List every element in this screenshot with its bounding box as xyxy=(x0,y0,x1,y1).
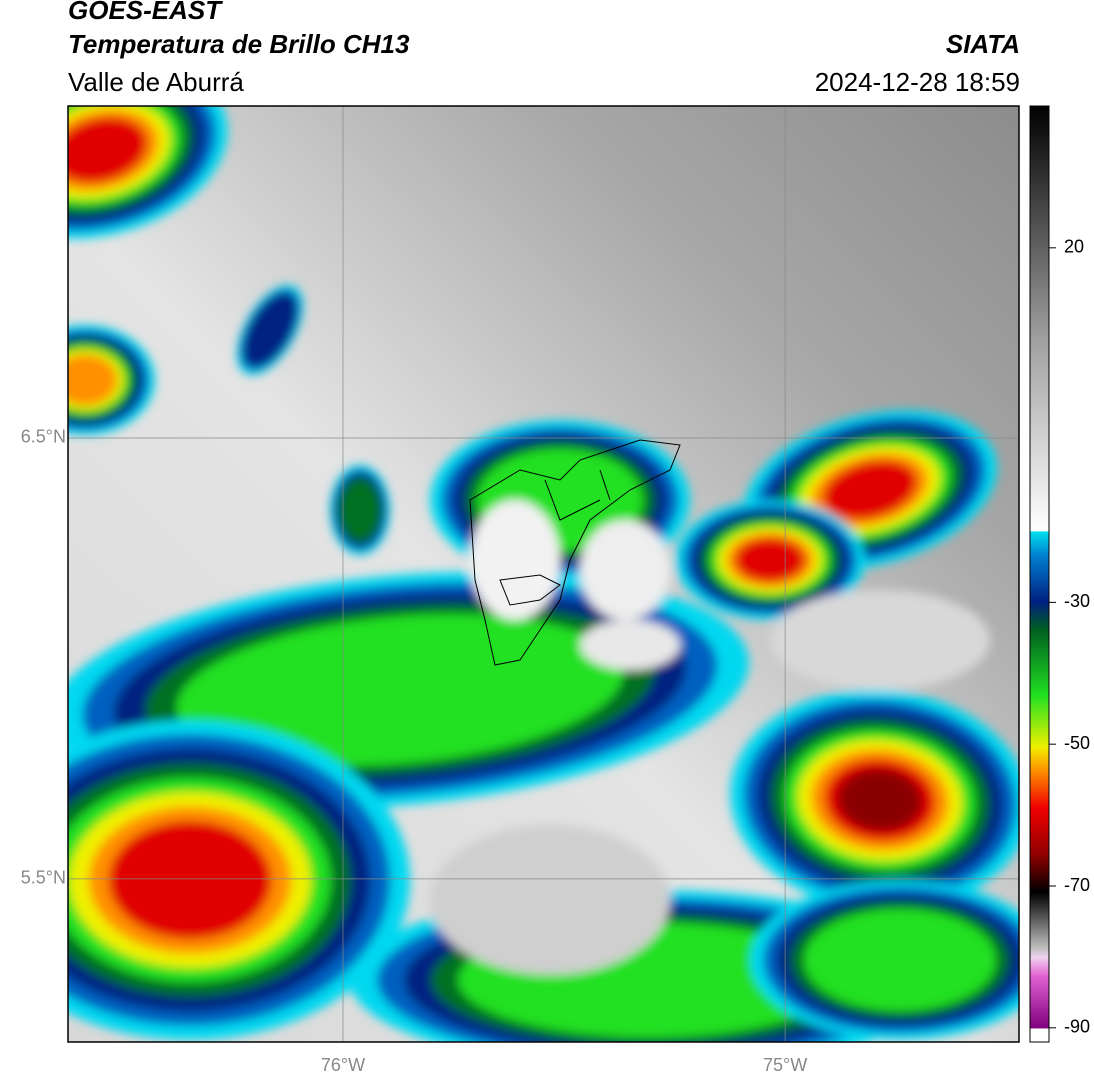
cloud-layer xyxy=(822,460,918,520)
cloud-layer xyxy=(838,769,922,831)
grid xyxy=(68,106,1019,1042)
cloud-layer xyxy=(338,477,382,543)
labels: 76°W 75°W 6.5°N 5.5°N 20 -30 -50 -70 -90 xyxy=(21,237,1090,1075)
boundaries xyxy=(469,439,681,666)
frame xyxy=(67,105,1020,1043)
cloud-layer xyxy=(734,537,806,583)
agency: SIATA xyxy=(946,29,1020,59)
clear-area xyxy=(580,620,680,670)
colorbar-label: -50 xyxy=(1064,733,1090,753)
cloud-layer xyxy=(68,117,148,183)
satellite: GOES-EAST xyxy=(68,0,223,25)
product: Temperatura de Brillo CH13 xyxy=(68,29,410,59)
cloud-layer xyxy=(242,293,298,367)
cloud-field xyxy=(68,106,1019,1042)
cloud-layer xyxy=(176,614,624,766)
colorbar-label: -30 xyxy=(1064,591,1090,611)
clear-area xyxy=(430,825,670,975)
clear-area xyxy=(770,590,990,690)
colorbar-label: -90 xyxy=(1064,1017,1090,1037)
clear-area xyxy=(580,520,670,620)
image xyxy=(68,106,1019,1042)
lon-label: 75°W xyxy=(763,1055,807,1075)
lon-label: 76°W xyxy=(321,1055,365,1075)
lat-label: 5.5°N xyxy=(21,868,66,888)
cloud-layer xyxy=(68,354,118,406)
cloud-layer xyxy=(108,820,272,940)
colorbar-label: 20 xyxy=(1064,237,1084,257)
clear-area xyxy=(470,500,560,620)
cloud-layer xyxy=(804,908,996,1012)
timestamp: 2024-12-28 18:59 xyxy=(815,67,1020,97)
colorbar xyxy=(1029,105,1050,1043)
region: Valle de Aburrá xyxy=(68,67,244,97)
lat-label: 6.5°N xyxy=(21,427,66,447)
colorbar-label: -70 xyxy=(1064,875,1090,895)
